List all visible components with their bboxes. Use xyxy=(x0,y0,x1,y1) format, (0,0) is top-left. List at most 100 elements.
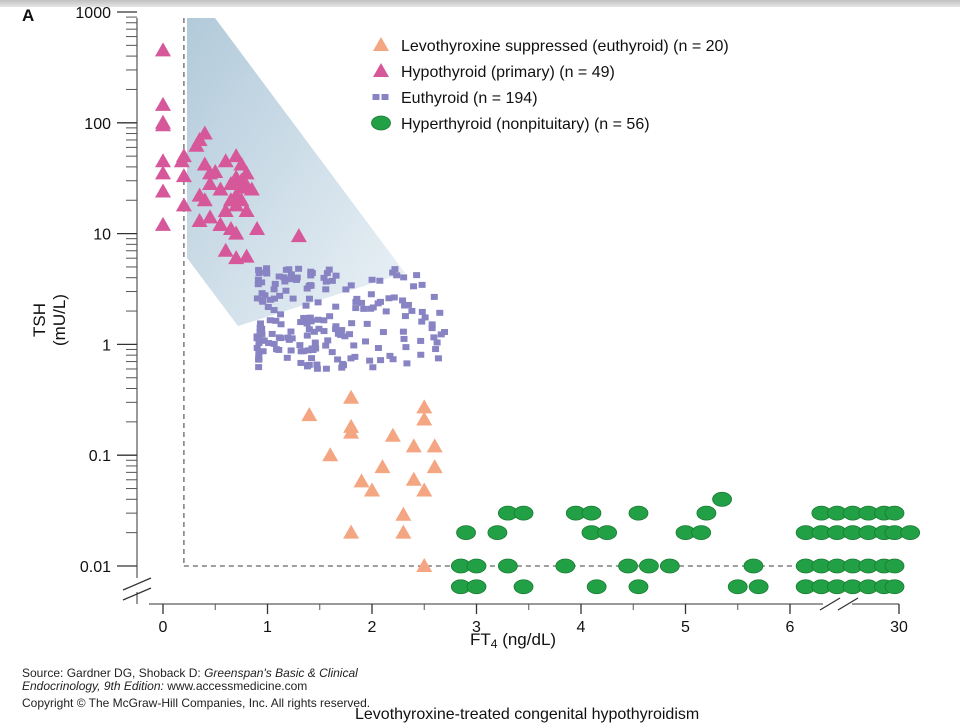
hyperthyroid-point xyxy=(513,505,534,521)
hypothyroid-point xyxy=(217,242,234,257)
euthyroid-point xyxy=(320,317,328,324)
euthyroid-point xyxy=(324,337,332,344)
x-tick-label: 30 xyxy=(890,619,908,636)
euthyroid-point xyxy=(293,276,301,283)
euthyroid-point xyxy=(360,305,368,312)
figure-caption: Levothyroxine-treated congenital hypothy… xyxy=(355,706,700,723)
euthyroid-point xyxy=(259,298,267,305)
euthyroid-point xyxy=(374,345,382,352)
y-tick-label: 1 xyxy=(102,337,111,354)
euthyroid-point xyxy=(367,291,375,298)
euthyroid-point xyxy=(347,282,355,289)
hyperthyroid-point xyxy=(497,558,518,574)
levothyroxine-suppressed-point xyxy=(405,438,422,453)
hypothyroid-point xyxy=(196,192,213,207)
euthyroid-point xyxy=(353,295,361,302)
hyperthyroid-point xyxy=(900,525,921,541)
hypothyroid-point xyxy=(228,148,245,163)
euthyroid-point xyxy=(328,277,336,284)
euthyroid-point xyxy=(265,340,273,347)
euthyroid-point xyxy=(379,329,387,336)
euthyroid-point xyxy=(408,307,416,314)
euthyroid-point xyxy=(322,342,330,349)
euthyroid-point xyxy=(436,309,444,316)
euthyroid-point xyxy=(282,287,290,294)
hypothyroid-point xyxy=(238,165,255,180)
levothyroxine-suppressed-point xyxy=(426,459,443,474)
euthyroid-point xyxy=(289,295,297,302)
hyperthyroid-point xyxy=(555,558,576,574)
euthyroid-point xyxy=(417,351,425,358)
hyperthyroid-point xyxy=(884,579,905,595)
y-tick-label: 0.1 xyxy=(89,448,111,465)
euthyroid-point xyxy=(295,265,303,272)
hypothyroid-point xyxy=(155,165,171,180)
euthyroid-point xyxy=(418,308,426,315)
hypothyroid-point xyxy=(202,209,219,224)
euthyroid-point xyxy=(430,293,438,300)
hypothyroid-point xyxy=(191,212,208,227)
hypothyroid-point xyxy=(207,163,224,178)
hyperthyroid-point xyxy=(691,525,712,541)
euthyroid-point xyxy=(332,303,340,310)
euthyroid-point xyxy=(285,266,293,273)
euthyroid-point xyxy=(437,331,445,338)
euthyroid-point xyxy=(320,274,328,281)
euthyroid-point xyxy=(263,265,271,272)
levothyroxine-suppressed-point xyxy=(301,407,318,422)
hypothyroid-point xyxy=(249,221,266,236)
hyperthyroid-point xyxy=(513,579,534,595)
euthyroid-point xyxy=(281,278,289,285)
hypothyroid-point xyxy=(155,96,171,111)
euthyroid-point xyxy=(352,305,360,312)
euthyroid-point xyxy=(253,295,261,302)
euthyroid-point xyxy=(403,360,411,367)
euthyroid-point xyxy=(273,346,281,353)
euthyroid-point xyxy=(271,280,279,287)
euthyroid-point xyxy=(413,272,421,279)
euthyroid-point xyxy=(418,318,426,325)
euthyroid-point xyxy=(401,313,409,320)
euthyroid-point xyxy=(334,356,342,363)
hypothyroid-point xyxy=(290,228,307,243)
euthyroid-point xyxy=(300,314,308,321)
levothyroxine-suppressed-point xyxy=(384,427,401,442)
euthyroid-point xyxy=(256,320,264,327)
euthyroid-point xyxy=(410,283,418,290)
normal-relationship-shaded-region xyxy=(187,18,405,326)
euthyroid-point xyxy=(277,335,285,342)
hyperthyroid-point xyxy=(884,505,905,521)
source-title: Greenspan's Basic & Clinical xyxy=(204,666,358,680)
x-tick-label: 6 xyxy=(786,619,795,636)
hypothyroid-point xyxy=(196,156,213,171)
euthyroid-point xyxy=(350,342,358,349)
hyperthyroid-point xyxy=(618,558,638,574)
source-url: www.accessmedicine.com xyxy=(163,679,308,693)
euthyroid-point xyxy=(377,357,385,364)
source-prefix: Source: Gardner DG, Shoback D: xyxy=(22,666,205,680)
legend-label: Hypothyroid (primary) (n = 49) xyxy=(401,64,615,81)
euthyroid-point xyxy=(270,286,278,293)
euthyroid-point xyxy=(272,317,280,324)
euthyroid-point xyxy=(256,324,264,331)
euthyroid-point xyxy=(277,321,285,328)
euthyroid-point xyxy=(401,302,409,309)
euthyroid-point xyxy=(432,346,440,353)
hypothyroid-point xyxy=(155,153,171,168)
levothyroxine-suppressed-point xyxy=(395,524,412,539)
euthyroid-point xyxy=(259,348,267,355)
x-tick-label: 2 xyxy=(368,619,377,636)
euthyroid-point xyxy=(304,347,312,354)
euthyroid-point xyxy=(303,320,311,327)
euthyroid-point xyxy=(287,347,295,354)
levothyroxine-suppressed-point xyxy=(426,438,443,453)
levothyroxine-suppressed-point xyxy=(395,506,412,521)
levothyroxine-suppressed-point xyxy=(343,524,360,539)
euthyroid-point xyxy=(399,297,407,304)
euthyroid-point xyxy=(322,278,330,285)
legend-label: Hyperthyroid (nonpituitary) (n = 56) xyxy=(401,116,650,133)
hyperthyroid-point xyxy=(659,558,680,574)
euthyroid-point xyxy=(270,340,278,347)
euthyroid-point xyxy=(306,314,314,321)
euthyroid-point xyxy=(402,344,410,351)
